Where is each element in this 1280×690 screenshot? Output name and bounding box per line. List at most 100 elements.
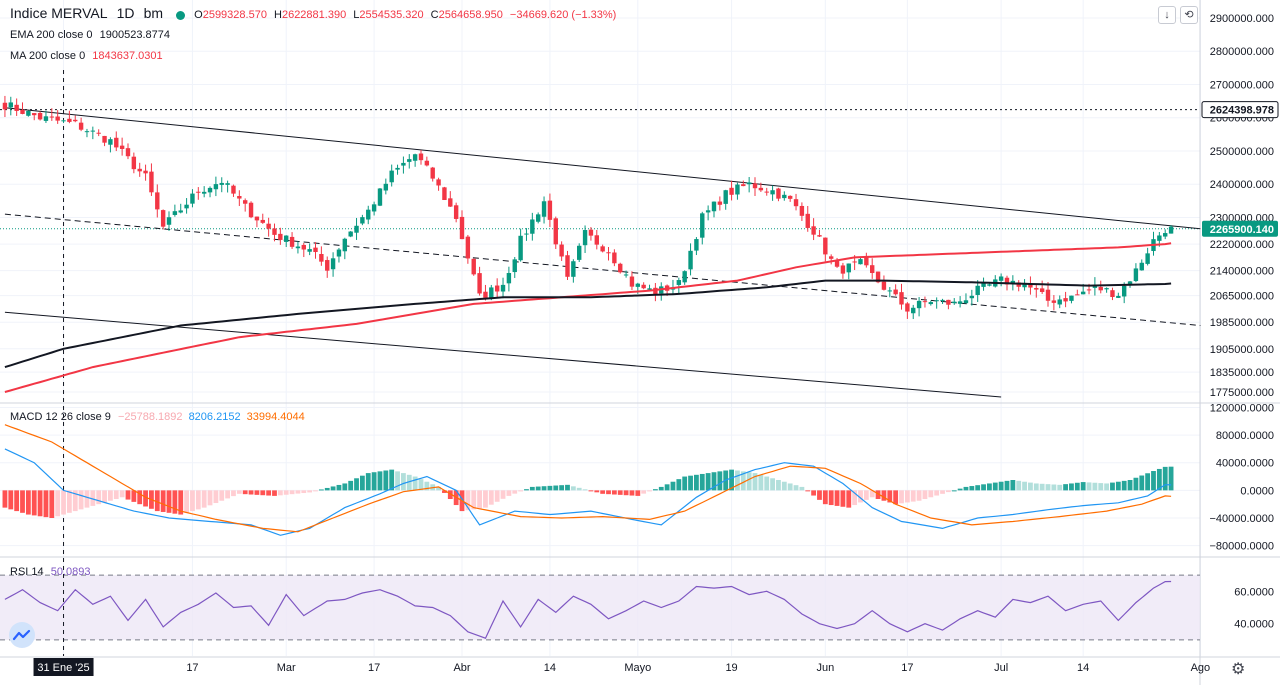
macd-hist-bar: [512, 490, 518, 494]
interval[interactable]: 1D: [116, 5, 135, 21]
candle-body: [2, 102, 8, 110]
macd-hist-bar: [910, 490, 916, 502]
candle-body: [114, 137, 119, 148]
price-axis-tick: 1985000.000: [1210, 317, 1274, 329]
rsi-legend[interactable]: RSI 14 50.0893: [10, 565, 90, 579]
candle-body: [875, 271, 881, 283]
macd-hist-bar: [553, 485, 559, 491]
macd-hist-bar: [1168, 466, 1174, 491]
scroll-down-button[interactable]: ↓: [1158, 6, 1176, 24]
high-label: H: [274, 9, 282, 21]
macd-hist-bar: [272, 490, 277, 496]
macd-hist-bar: [934, 490, 940, 496]
macd-hist-bar: [863, 490, 869, 500]
macd-hist-bar: [66, 490, 72, 513]
close-value: 2564658.950: [438, 9, 503, 21]
macd-hist-bar: [858, 490, 863, 503]
macd-hist-bar: [817, 490, 822, 500]
price-axis-tick: 2400000.000: [1210, 179, 1274, 191]
candle-body: [172, 211, 178, 215]
open-label: O: [194, 9, 203, 21]
candle-body: [225, 183, 230, 185]
low-label: L: [353, 9, 360, 21]
macd-hist-bar: [541, 486, 547, 491]
macd-hist-bar: [283, 490, 289, 495]
macd-hist-bar: [37, 490, 43, 517]
candle-body: [272, 228, 277, 235]
macd-hist-bar: [975, 485, 981, 491]
settings-gear-icon[interactable]: ⚙: [1231, 661, 1246, 678]
candle-body: [389, 170, 394, 183]
macd-axis-tick: −40000.0000: [1209, 513, 1274, 525]
candle-body: [412, 154, 418, 161]
symbol-name[interactable]: Indice MERVAL: [10, 5, 108, 21]
macd-hist-bar: [477, 490, 482, 509]
candle-body: [969, 295, 975, 299]
macd-hist-bar: [1028, 482, 1033, 491]
macd-hist-bar: [1080, 482, 1086, 491]
candle-body: [1057, 299, 1062, 305]
candle-body: [1045, 289, 1051, 301]
macd-hist-bar: [377, 471, 383, 491]
macd-hist-bar: [875, 490, 881, 499]
candle-body: [190, 193, 195, 204]
candle-body: [840, 265, 846, 274]
trendline: [4, 213, 1201, 327]
candle-body: [998, 276, 1004, 281]
candle-body: [301, 244, 306, 250]
macd-hist-bar: [1151, 471, 1156, 491]
price-axis-tick: 1905000.000: [1210, 344, 1274, 356]
candle-body: [8, 102, 13, 108]
price-axis-tick: 2500000.000: [1210, 146, 1274, 158]
candle-body: [1004, 277, 1010, 285]
macd-hist-bar: [951, 490, 957, 492]
macd-hist-bar: [729, 469, 734, 491]
macd-hist-bar: [371, 472, 377, 491]
x-axis-tick: 31 Ene '25: [37, 662, 89, 674]
macd-hist-bar: [500, 490, 506, 499]
exchange: bm: [143, 5, 164, 21]
candle-body: [43, 116, 49, 121]
trendline: [4, 107, 1201, 230]
reset-chart-button[interactable]: ⟲: [1180, 6, 1198, 24]
candle-body: [90, 130, 96, 132]
macd-hist-bar: [389, 469, 395, 491]
candle-body: [864, 256, 869, 266]
candle-body: [1139, 262, 1144, 271]
candle-body: [934, 300, 939, 302]
rsi-label: RSI 14: [10, 566, 44, 578]
x-axis-tick: 17: [901, 662, 913, 674]
candle-body: [594, 235, 599, 245]
candle-body: [957, 301, 963, 304]
candle-body: [852, 261, 857, 263]
candle-body: [694, 239, 699, 251]
candle-body: [14, 104, 19, 111]
candle-body: [764, 191, 769, 193]
candle-body: [676, 280, 682, 285]
macd-hist-bar: [248, 490, 254, 495]
macd-hist-bar: [606, 490, 611, 495]
ma-legend[interactable]: MA 200 close 0 1843637.0301: [10, 49, 163, 63]
candle-body: [102, 135, 107, 143]
macd-hist-bar: [401, 473, 406, 491]
macd-hist-bar: [348, 480, 354, 491]
macd-hist-bar: [78, 490, 84, 510]
candle-body: [26, 111, 31, 116]
candle-body: [465, 236, 471, 259]
candle-body: [424, 160, 430, 166]
candle-body: [518, 235, 523, 261]
candle-body: [149, 171, 154, 193]
candle-body: [571, 261, 576, 277]
macd-hist-bar: [940, 490, 945, 494]
candle-body: [705, 210, 711, 213]
candle-body: [155, 192, 160, 210]
macd-legend[interactable]: MACD 12 26 close 9 −25788.1892 8206.2152…: [10, 410, 305, 424]
candle-body: [717, 201, 723, 205]
ema-legend[interactable]: EMA 200 close 0 1900523.8774: [10, 28, 170, 42]
candle-body: [688, 250, 693, 270]
macd-hist-bar: [1110, 482, 1115, 491]
ema-200-line: [4, 279, 1172, 369]
candle-body: [289, 236, 295, 247]
candle-body: [143, 170, 148, 174]
candle-body: [84, 131, 90, 133]
